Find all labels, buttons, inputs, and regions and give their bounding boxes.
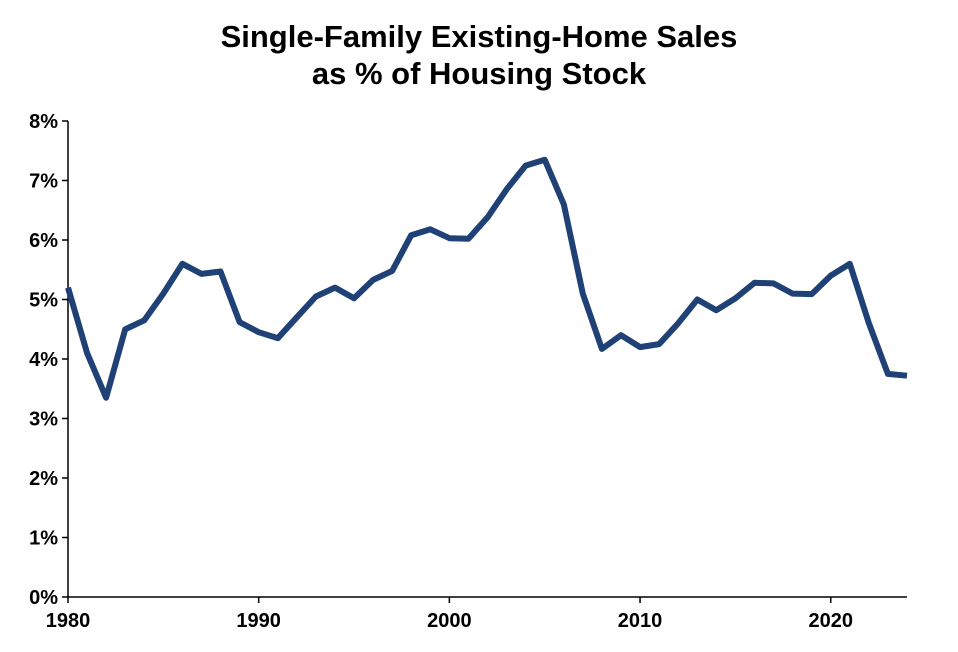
series-line [65, 156, 908, 401]
x-tick-label: 2000 [427, 610, 472, 632]
chart-title: Single-Family Existing-Home Sales as % o… [0, 18, 958, 92]
y-tick-label: 1% [29, 528, 58, 550]
y-tick-label: 4% [29, 349, 58, 371]
y-tick-label: 6% [29, 230, 58, 252]
y-tick-label: 3% [29, 409, 58, 431]
x-tick-label: 2010 [618, 610, 663, 632]
y-tick-label: 7% [29, 171, 58, 193]
y-tick-label: 8% [29, 111, 58, 133]
y-tick-label: 2% [29, 468, 58, 490]
x-tick-label: 2020 [808, 610, 853, 632]
x-tick-label: 1980 [46, 610, 91, 632]
x-tick-label: 1990 [236, 610, 281, 632]
chart-title-line-1: Single-Family Existing-Home Sales [220, 19, 738, 54]
y-tick-label: 0% [29, 587, 58, 609]
chart-title-line-2: as % of Housing Stock [311, 56, 647, 91]
y-tick-label: 5% [29, 290, 58, 312]
